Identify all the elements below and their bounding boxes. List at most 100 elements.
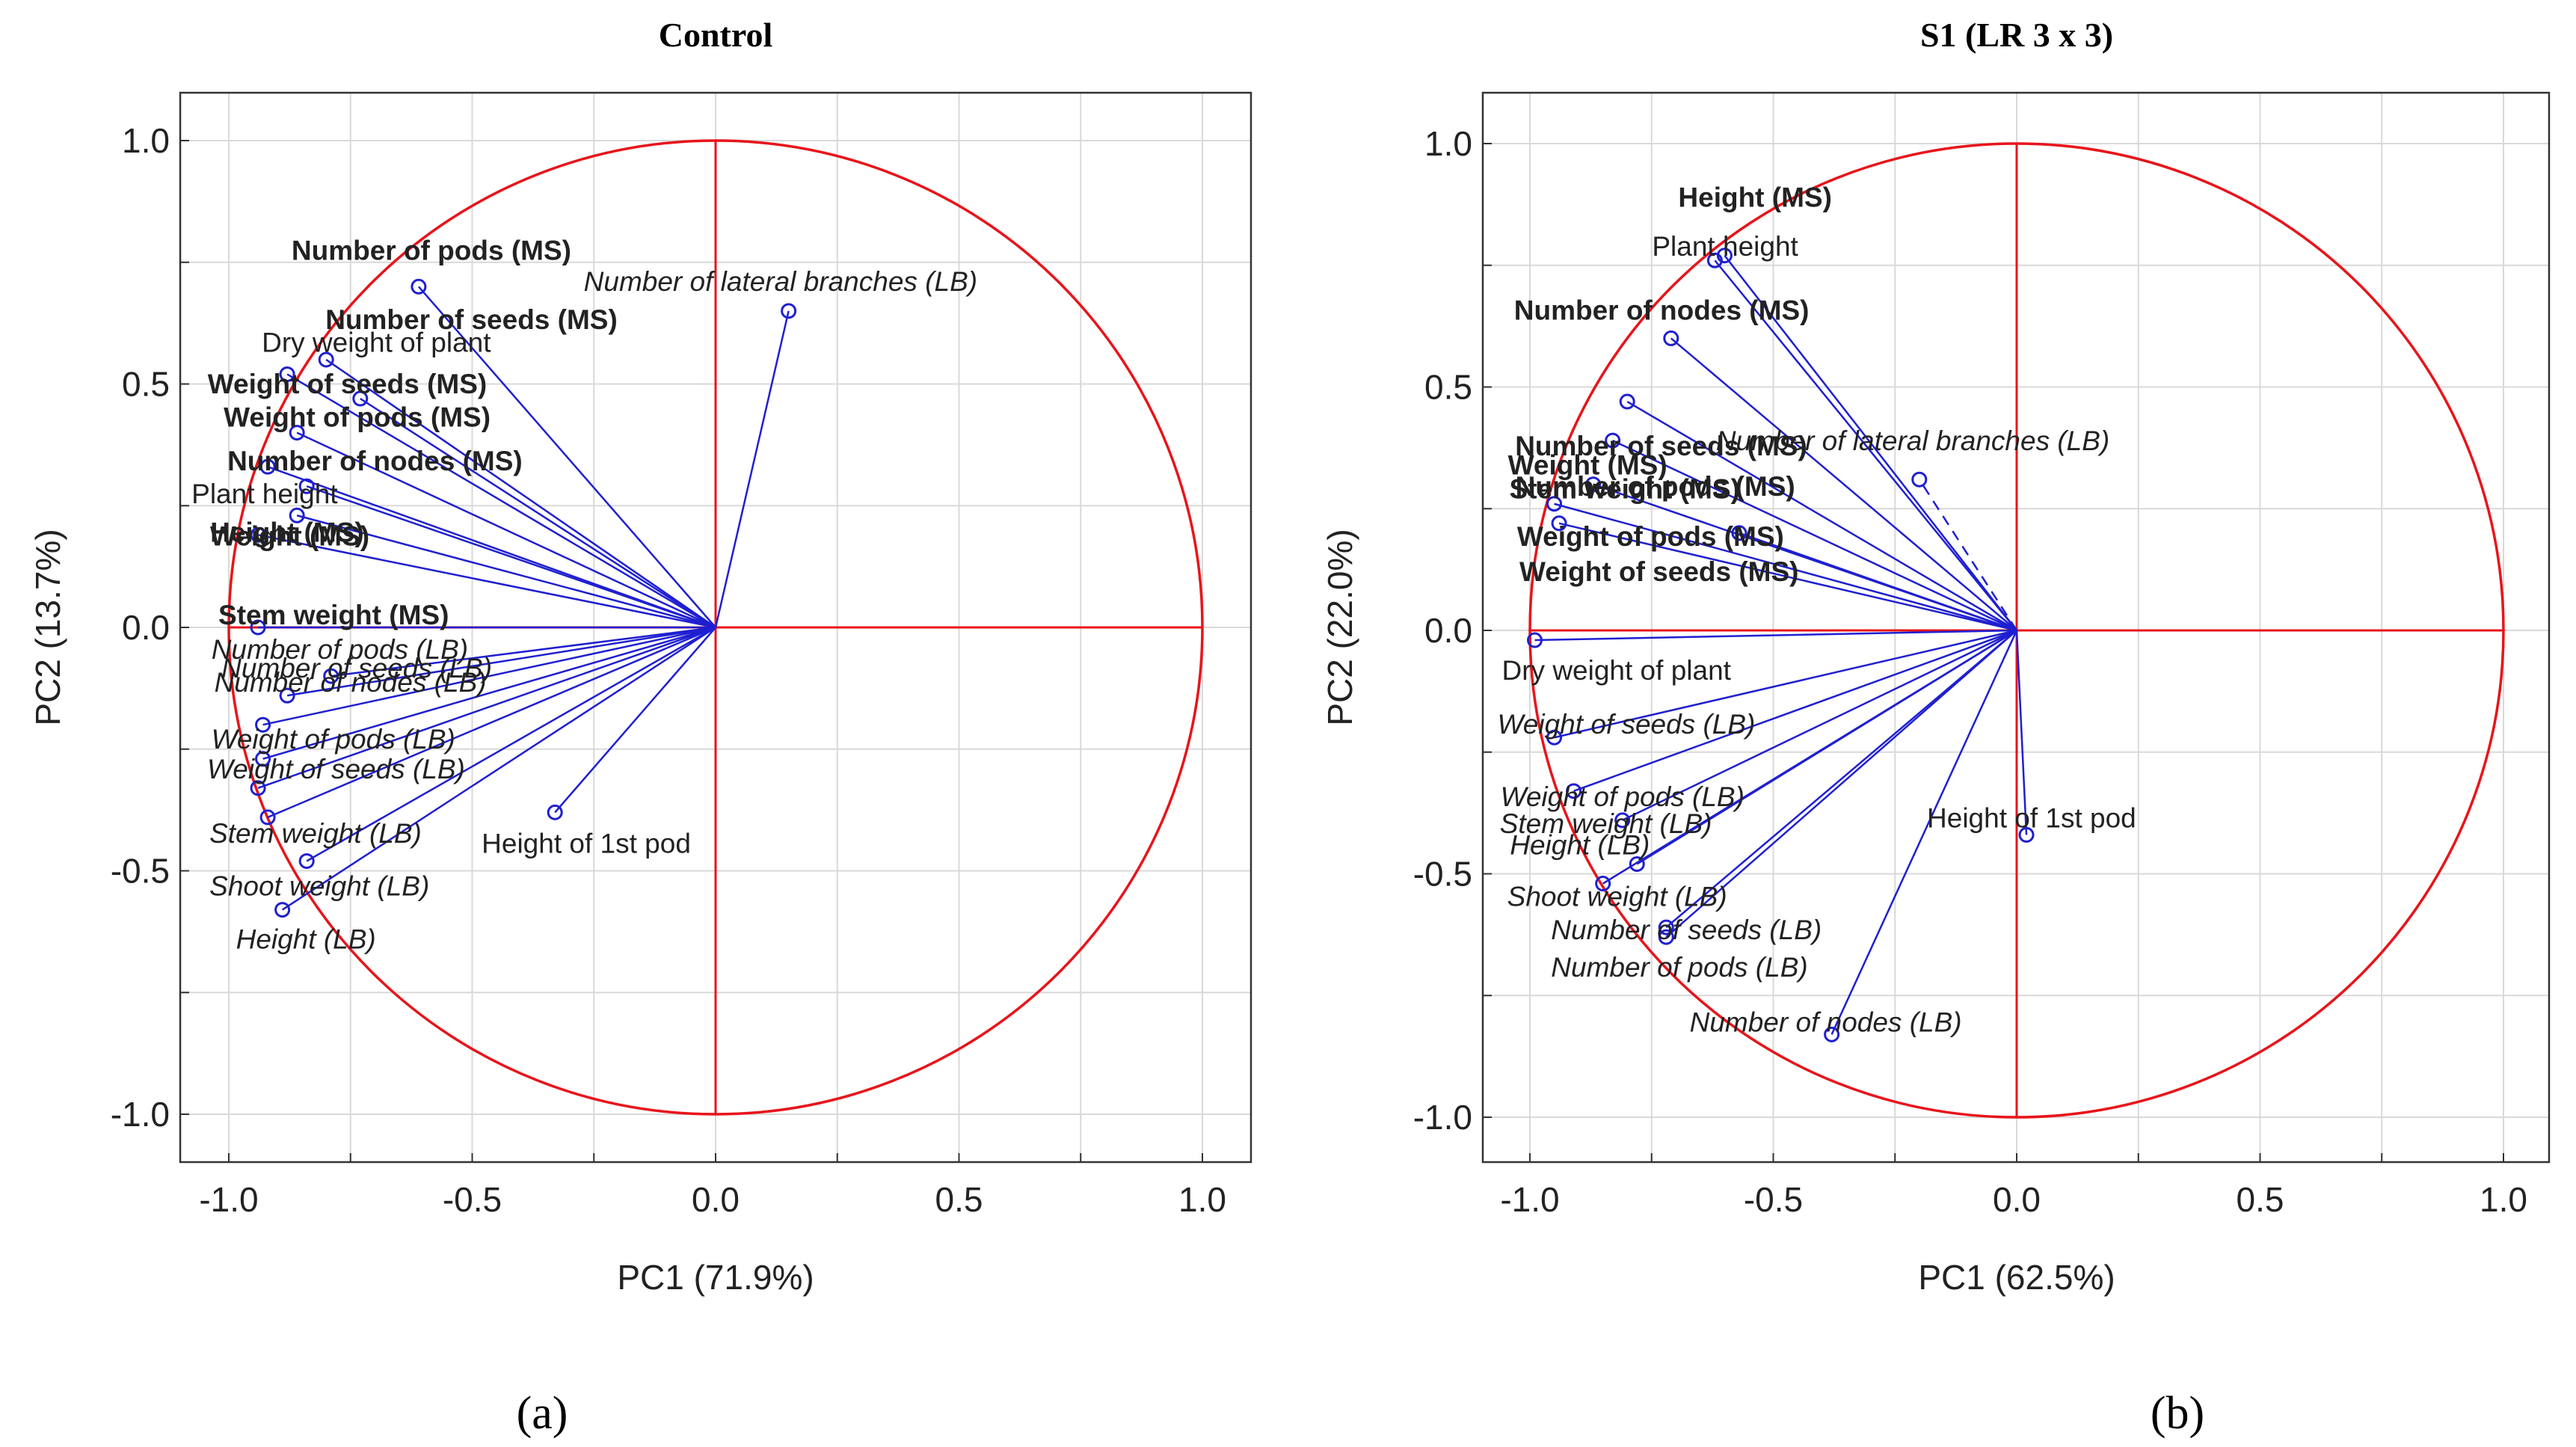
loading-point xyxy=(1911,471,1928,488)
loading-point xyxy=(298,852,315,869)
loading-vector xyxy=(1918,479,2018,631)
loading-point xyxy=(1629,855,1645,872)
point-label: Weight of seeds (MS) xyxy=(208,369,487,399)
point-label: Stem weight (LB) xyxy=(1500,808,1712,839)
loading-vector xyxy=(296,431,716,629)
loading-vector xyxy=(417,286,716,628)
point-label: Weight of pods (MS) xyxy=(224,402,491,433)
y-tick-label: -0.5 xyxy=(111,852,170,891)
point-label: Height (LB) xyxy=(1510,829,1650,860)
loading-point xyxy=(1619,393,1635,410)
loading-vector xyxy=(714,310,790,628)
x-tick-label: -0.5 xyxy=(1744,1180,1803,1219)
loading-point xyxy=(250,780,266,796)
loading-point xyxy=(1546,496,1563,512)
y-tick-label: -1.0 xyxy=(1413,1098,1472,1137)
chart-title: S1 (LR 3 x 3) xyxy=(1920,16,2113,54)
loading-vector xyxy=(1665,630,2017,929)
point-label: Weight (MS) xyxy=(1508,450,1667,481)
loading-vector xyxy=(360,397,716,629)
loading-vector xyxy=(554,627,716,814)
loading-point xyxy=(1551,515,1567,532)
loading-point xyxy=(289,425,305,441)
loading-vector xyxy=(306,626,716,862)
point-label: Height (LB) xyxy=(236,924,376,955)
chart-title: Control xyxy=(659,16,773,54)
loading-vector xyxy=(296,514,716,629)
loading-point xyxy=(250,526,266,543)
x-tick-label: -1.0 xyxy=(199,1180,258,1219)
y-tick-label: 1.0 xyxy=(1424,124,1472,163)
y-axis: 1.0 0.5 0.0 -0.5 -1.0 xyxy=(111,121,189,1134)
point-label: Weight of pods (MS) xyxy=(1517,521,1784,552)
loading-vector xyxy=(1554,629,2017,739)
loading-point xyxy=(1546,729,1563,746)
x-tick-label: 0.5 xyxy=(2237,1180,2284,1219)
x-tick-label: -1.0 xyxy=(1500,1180,1559,1219)
loading-vector xyxy=(1724,254,2017,631)
point-label: Weight (MS) xyxy=(210,520,369,551)
loading-vector xyxy=(262,626,716,760)
loading-vector xyxy=(1626,400,2017,632)
point-label: Number of lateral branches (LB) xyxy=(1716,426,2109,456)
loading-point xyxy=(1605,432,1621,449)
loading-point xyxy=(411,278,427,295)
loading-point xyxy=(1527,632,1543,648)
loading-point xyxy=(547,804,563,820)
x-tick-label: 1.0 xyxy=(2480,1180,2527,1219)
x-tick-label: 0.0 xyxy=(692,1180,740,1219)
point-label: Weight of pods (LB) xyxy=(212,724,455,755)
loading-vector xyxy=(331,626,716,678)
point-label: Plant height xyxy=(191,479,338,509)
loading-point xyxy=(255,716,271,733)
loading-point xyxy=(279,366,295,382)
loading-point xyxy=(279,687,295,704)
x-axis: -1.0 -0.5 0.0 0.5 1.0 xyxy=(1500,1153,2527,1219)
y-axis: 1.0 0.5 0.0 -0.5 -1.0 xyxy=(1413,124,1492,1137)
point-label: Number of lateral branches (LB) xyxy=(584,266,977,297)
point-label: Stem weight (MS) xyxy=(218,600,449,630)
point-label: Number of seeds (LB) xyxy=(1551,915,1822,945)
loading-point xyxy=(1731,525,1747,541)
loading-point xyxy=(352,390,369,407)
loading-vector xyxy=(1739,532,2017,632)
point-label: Weight of seeds (LB) xyxy=(1498,709,1756,740)
loading-point xyxy=(259,458,276,475)
x-tick-label: 1.0 xyxy=(1178,1180,1226,1219)
loading-vector xyxy=(1554,503,2017,632)
point-label: Number of seeds (MS) xyxy=(325,304,618,335)
point-label: Number of seeds (MS) xyxy=(1515,431,1807,461)
y-tick-label: 0.5 xyxy=(122,365,170,404)
loading-point xyxy=(318,351,334,368)
point-label: Number of pods (MS) xyxy=(292,235,571,265)
x-tick-label: 0.0 xyxy=(1993,1180,2041,1219)
point-label: Dry weight of plant xyxy=(1502,655,1732,686)
point-label: Weight of seeds (LB) xyxy=(207,754,465,784)
panel-b: S1 (LR 3 x 3) Height (MS) Plant height Num… xyxy=(1321,16,2551,1439)
point-label: Stem weight (MS) xyxy=(1510,474,1740,505)
x-tick-label: -0.5 xyxy=(443,1180,502,1219)
y-tick-label: -1.0 xyxy=(111,1095,170,1134)
loading-point xyxy=(1824,1026,1840,1042)
loading-vector xyxy=(281,626,716,911)
loading-vector xyxy=(1602,629,2017,885)
x-axis-label: PC1 (62.5%) xyxy=(1918,1258,2115,1297)
loading-point xyxy=(1658,929,1674,945)
loading-point xyxy=(298,478,315,494)
y-tick-label: 0.0 xyxy=(1424,611,1472,650)
y-axis-label: PC2 (13.7%) xyxy=(28,529,67,725)
point-label: Number of pods (MS) xyxy=(1516,471,1795,502)
x-tick-label: 0.5 xyxy=(935,1180,983,1219)
y-tick-label: 1.0 xyxy=(122,121,170,160)
loading-vector xyxy=(306,485,716,629)
loading-vector xyxy=(1714,259,2017,631)
loading-vector xyxy=(262,626,716,726)
point-label: Number of pods (LB) xyxy=(212,634,468,665)
loading-vector xyxy=(267,465,716,629)
loading-point xyxy=(1585,476,1602,493)
point-label: Number of nodes (MS) xyxy=(1514,295,1810,325)
loading-point xyxy=(259,809,276,826)
y-tick-label: 0.0 xyxy=(122,608,170,647)
point-label: Stem weight (LB) xyxy=(209,818,422,849)
